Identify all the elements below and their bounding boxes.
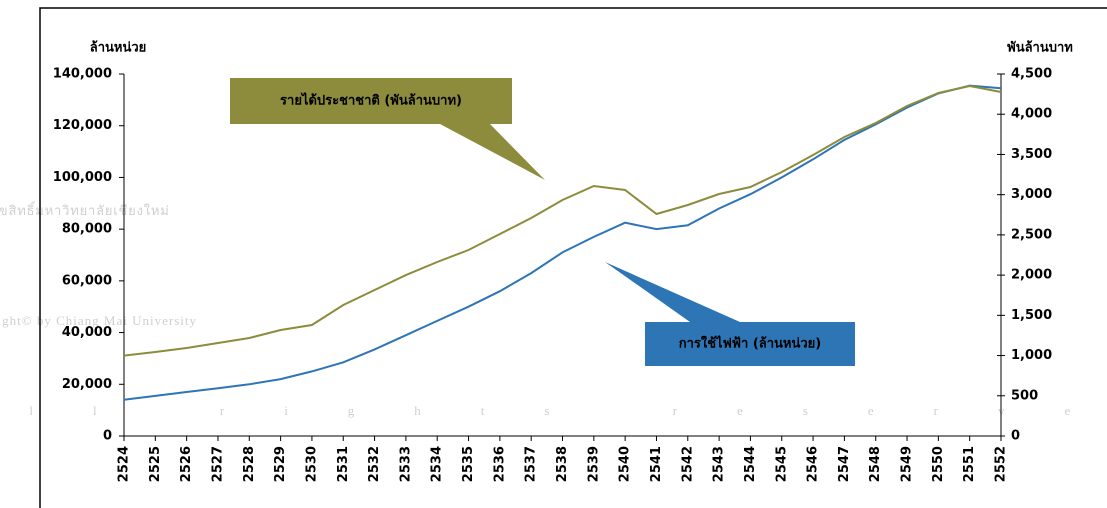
x-tick-label: 2552 — [994, 446, 1009, 482]
x-tick-label: 2537 — [524, 446, 539, 482]
x-tick-label: 2550 — [931, 446, 946, 482]
legend-label: การใช้ไฟฟ้า (ล้านหน่วย) — [679, 335, 822, 352]
watermark: ลิขสิทธิ์มหาวิทยาลัยเชียงใหม่ Copyright© … — [0, 201, 1107, 418]
watermark-text: ลิขสิทธิ์มหาวิทยาลัยเชียงใหม่ — [0, 201, 170, 218]
y-tick-label: 120,000 — [53, 118, 112, 133]
legend-label: รายได้ประชาชาติ (พันล้านบาท) — [280, 92, 462, 109]
callout-box — [230, 78, 512, 124]
watermark-text: Copyright© by Chiang Mai University — [0, 313, 197, 328]
y2-axis-label: พันล้านบาท — [1007, 40, 1073, 56]
x-tick-label: 2544 — [743, 446, 758, 482]
x-tick-label: 2551 — [962, 446, 977, 482]
y2-tick-label: 1,000 — [1011, 348, 1052, 363]
y2-tick-label: 2,500 — [1011, 227, 1052, 242]
x-tick-label: 2534 — [430, 446, 445, 482]
y-tick-label: 40,000 — [62, 325, 112, 340]
x-tick-label: 2541 — [649, 446, 664, 482]
y-axis-label: ล้านหน่วย — [90, 40, 147, 56]
x-tick-label: 2533 — [398, 446, 413, 482]
y2-tick-label: 500 — [1011, 388, 1038, 403]
x-tick-label: 2536 — [492, 446, 507, 482]
callout-pointer — [440, 124, 545, 180]
x-tick-label: 2527 — [210, 446, 225, 482]
y-tick-label: 80,000 — [62, 222, 112, 237]
y-tick-label: 100,000 — [53, 170, 112, 185]
x-tick-label: 2546 — [806, 446, 821, 482]
x-tick-label: 2542 — [680, 446, 695, 482]
x-tick-label: 2532 — [367, 446, 382, 482]
y2-tick-label: 4,500 — [1011, 67, 1052, 82]
x-tick-label: 2547 — [837, 446, 852, 482]
x-tick-label: 2524 — [117, 446, 132, 482]
y-tick-label: 20,000 — [62, 377, 112, 392]
x-tick-label: 2531 — [336, 446, 351, 482]
series-line — [123, 84, 1002, 357]
y2-tick-label: 4,000 — [1011, 107, 1052, 122]
x-tick-label: 2529 — [273, 446, 288, 482]
x-tick-label: 2525 — [148, 446, 163, 482]
y2-tick-label: 3,500 — [1011, 147, 1052, 162]
y-tick-label: 0 — [103, 429, 112, 444]
x-tick-label: 2548 — [868, 446, 883, 482]
y2-tick-label: 2,000 — [1011, 268, 1052, 283]
y-tick-label: 60,000 — [62, 273, 112, 288]
x-tick-label: 2538 — [555, 446, 570, 482]
x-tick-label: 2535 — [461, 446, 476, 482]
x-tick-label: 2530 — [304, 446, 319, 482]
y2-tick-label: 0 — [1011, 429, 1020, 444]
callout-pointer — [605, 262, 740, 322]
x-tick-label: 2545 — [774, 446, 789, 482]
x-tick-label: 2540 — [618, 446, 633, 482]
x-tick-label: 2528 — [242, 446, 257, 482]
y2-tick-label: 1,500 — [1011, 308, 1052, 323]
callout-box — [645, 322, 855, 366]
watermark-text: All rights reserved — [0, 403, 1107, 418]
x-tick-label: 2526 — [179, 446, 194, 482]
y-tick-label: 140,000 — [53, 67, 112, 82]
frame — [39, 7, 1107, 508]
y2-tick-label: 3,000 — [1011, 187, 1052, 202]
x-tick-label: 2539 — [586, 446, 601, 482]
x-tick-label: 2543 — [712, 446, 727, 482]
series-line — [123, 84, 1002, 401]
x-tick-label: 2549 — [900, 446, 915, 482]
